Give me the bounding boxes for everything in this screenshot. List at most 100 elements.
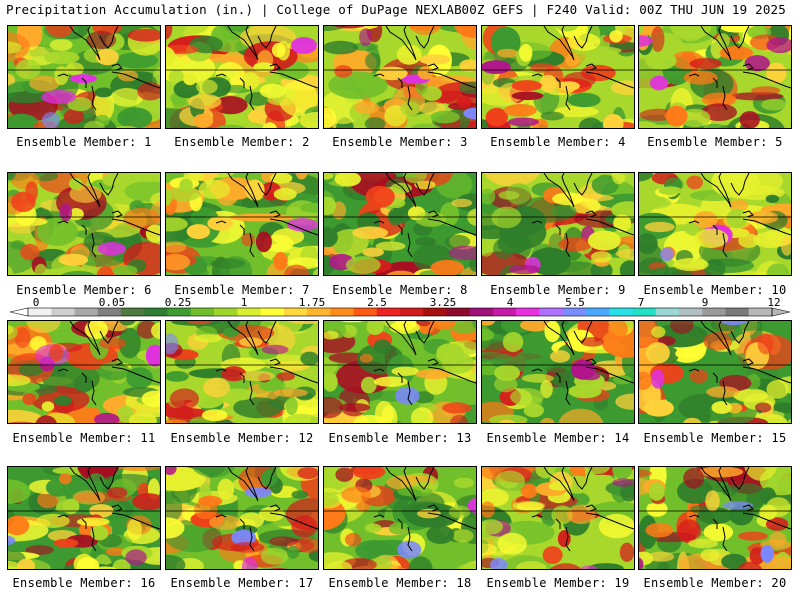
colorbar-tick-label: 0.25: [165, 297, 192, 309]
ensemble-member-label: Ensemble Member: 10: [643, 283, 787, 297]
colorbar-tick-label: 9: [702, 297, 709, 309]
map-title: Precipitation Accumulation (in.) | Colle…: [6, 2, 462, 17]
ensemble-member-label: Ensemble Member: 13: [328, 431, 472, 445]
ensemble-panel-3: [323, 25, 477, 129]
ensemble-panel-11: [7, 320, 161, 424]
ensemble-panel-8: [323, 172, 477, 276]
colorbar-swatch: [283, 308, 308, 316]
colorbar-swatch: [609, 308, 633, 316]
colorbar-swatch: [725, 308, 750, 316]
precip-field-map: [639, 26, 791, 128]
colorbar-swatch: [400, 308, 424, 316]
precip-field-map: [324, 321, 476, 423]
colorbar-swatch: [353, 308, 378, 316]
colorbar-swatch: [260, 308, 285, 316]
ensemble-member-label: Ensemble Member: 12: [170, 431, 314, 445]
ensemble-member-label: Ensemble Member: 17: [170, 576, 314, 590]
ensemble-member-label: Ensemble Member: 1: [16, 135, 152, 149]
precip-field-map: [324, 26, 476, 128]
precip-field-map: [166, 26, 318, 128]
ensemble-member-label: Ensemble Member: 14: [486, 431, 630, 445]
ensemble-panel-19: [481, 466, 635, 570]
colorbar-swatch: [702, 308, 726, 316]
colorbar-swatch: [632, 308, 657, 316]
ensemble-member-label: Ensemble Member: 7: [174, 283, 310, 297]
ensemble-panel-9: [481, 172, 635, 276]
ensemble-panel-5: [638, 25, 792, 129]
ensemble-member-label: Ensemble Member: 16: [12, 576, 156, 590]
colorbar-swatch: [237, 308, 261, 316]
ensemble-panel-4: [481, 25, 635, 129]
colorbar-swatch: [562, 308, 587, 316]
colorbar: 0 0.05 0.25 1 1.75 2.5 3.25 4 5.5 7 9 12: [10, 297, 790, 317]
ensemble-member-label: Ensemble Member: 4: [490, 135, 626, 149]
colorbar-min-arrow: [10, 307, 29, 317]
precip-field-map: [8, 467, 160, 569]
colorbar-swatch: [144, 308, 168, 316]
colorbar-swatch: [167, 308, 192, 316]
precip-field-map: [639, 467, 791, 569]
precip-field-map: [8, 321, 160, 423]
colorbar-swatch: [51, 308, 75, 316]
colorbar-swatch: [190, 308, 215, 316]
colorbar-swatch: [539, 308, 564, 316]
precip-field-map: [166, 173, 318, 275]
colorbar-tick-label: 4: [507, 297, 514, 309]
colorbar-tick-label: 3.25: [430, 297, 457, 309]
colorbar-swatch: [376, 308, 401, 316]
ensemble-panel-14: [481, 320, 635, 424]
colorbar-tick-label: 12: [767, 297, 780, 309]
colorbar-swatch: [28, 308, 52, 316]
colorbar-swatch: [655, 308, 680, 316]
valid-time: 00Z GEFS | F240 Valid: 00Z THU JUN 19 20…: [461, 2, 786, 17]
colorbar-swatch: [748, 308, 773, 316]
ensemble-member-label: Ensemble Member: 6: [16, 283, 152, 297]
ensemble-panel-16: [7, 466, 161, 570]
ensemble-member-label: Ensemble Member: 8: [332, 283, 468, 297]
ensemble-member-label: Ensemble Member: 11: [12, 431, 156, 445]
ensemble-panel-20: [638, 466, 792, 570]
colorbar-tick-label: 0: [33, 297, 40, 309]
colorbar-tick-label: 5.5: [565, 297, 585, 309]
colorbar-swatch: [121, 308, 145, 316]
colorbar-swatch: [679, 308, 703, 316]
colorbar-swatch: [214, 308, 238, 316]
colorbar-swatch: [307, 308, 331, 316]
precip-field-map: [639, 321, 791, 423]
colorbar-tick-label: 2.5: [367, 297, 387, 309]
ensemble-panel-7: [165, 172, 319, 276]
ensemble-member-label: Ensemble Member: 15: [643, 431, 787, 445]
colorbar-swatch: [74, 308, 99, 316]
ensemble-panel-17: [165, 466, 319, 570]
colorbar-swatch: [446, 308, 471, 316]
precip-field-map: [482, 321, 634, 423]
ensemble-panel-18: [323, 466, 477, 570]
ensemble-panel-1: [7, 25, 161, 129]
colorbar-swatch: [423, 308, 447, 316]
precip-field-map: [324, 467, 476, 569]
precip-field-map: [166, 467, 318, 569]
colorbar-swatch: [469, 308, 494, 316]
precip-field-map: [482, 173, 634, 275]
precip-field-map: [166, 321, 318, 423]
colorbar-tick-label: 1: [241, 297, 248, 309]
ensemble-panel-10: [638, 172, 792, 276]
colorbar-swatch: [330, 308, 354, 316]
ensemble-panel-12: [165, 320, 319, 424]
precip-field-map: [482, 467, 634, 569]
precip-field-map: [8, 173, 160, 275]
precip-field-map: [8, 26, 160, 128]
ensemble-member-label: Ensemble Member: 3: [332, 135, 468, 149]
ensemble-panel-2: [165, 25, 319, 129]
colorbar-tick-label: 7: [638, 297, 645, 309]
ensemble-member-label: Ensemble Member: 20: [643, 576, 787, 590]
ensemble-panel-6: [7, 172, 161, 276]
precip-field-map: [482, 26, 634, 128]
colorbar-tick-label: 0.05: [99, 297, 126, 309]
ensemble-member-label: Ensemble Member: 2: [174, 135, 310, 149]
colorbar-tick-label: 1.75: [299, 297, 326, 309]
ensemble-member-label: Ensemble Member: 19: [486, 576, 630, 590]
ensemble-member-label: Ensemble Member: 18: [328, 576, 472, 590]
colorbar-swatch: [493, 308, 517, 316]
colorbar-swatch: [586, 308, 610, 316]
